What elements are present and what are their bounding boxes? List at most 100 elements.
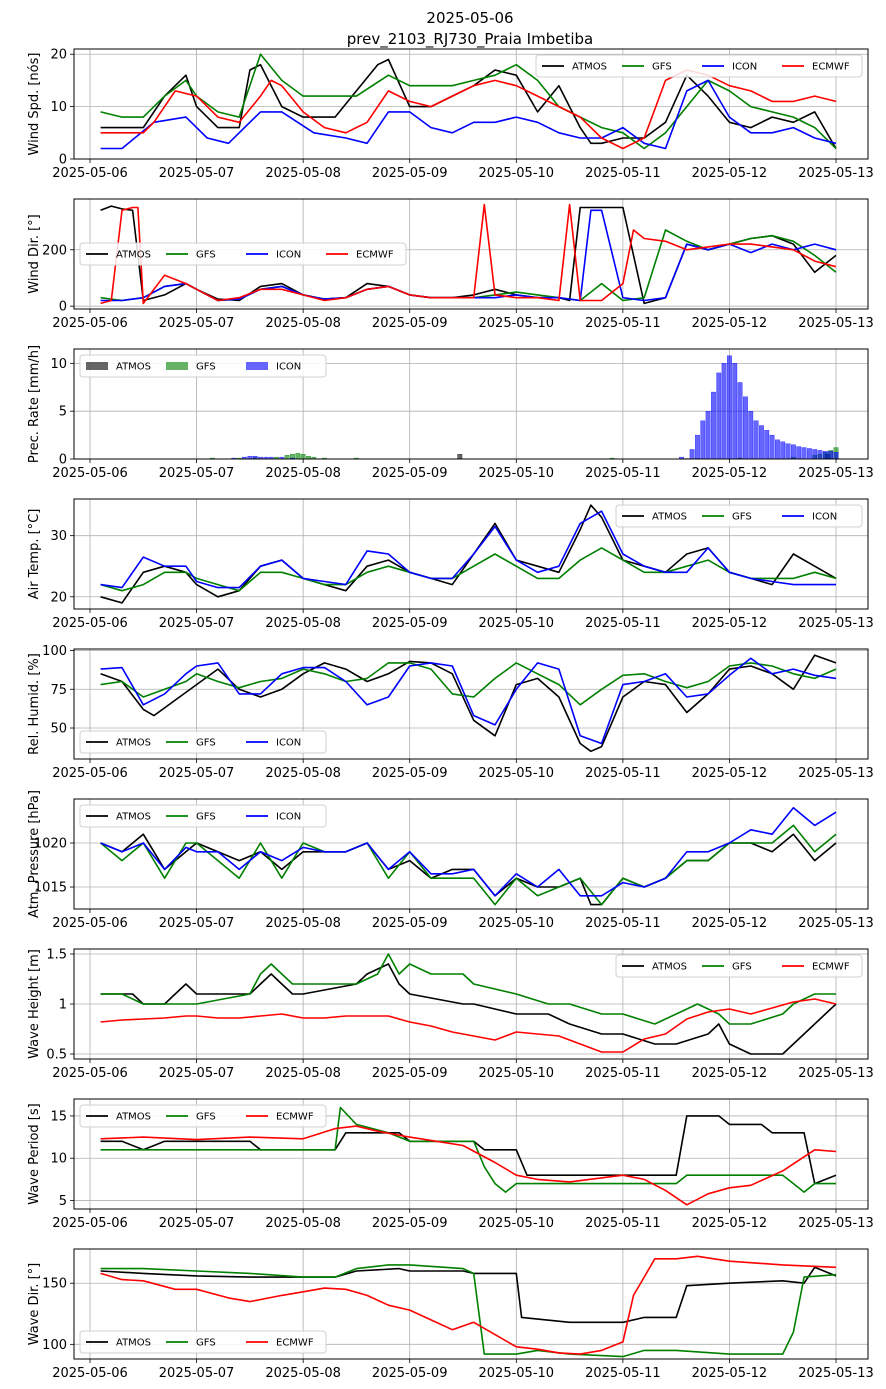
x-tick-label: 2025-05-06 [52,1216,128,1231]
y-tick-label: 1.5 [46,948,67,963]
x-tick-label: 2025-05-12 [692,166,768,181]
x-tick-label: 2025-05-11 [585,316,661,331]
y-tick-label: 1020 [34,837,67,852]
plot-frame [73,1098,869,1210]
series-line-icon [100,806,837,897]
legend-box [79,804,327,828]
legend: ATMOS GFS ICON ECMWF [79,242,407,266]
x-tick-label: 2025-05-08 [265,616,341,631]
y-axis-label: Wave Height [m] [27,949,42,1059]
y-tick-label: 100 [42,1338,67,1353]
series-line-ecmwf [100,1255,837,1355]
legend-label-atmos: ATMOS [652,512,687,523]
series-line-icon [100,510,836,589]
legend: ATMOS GFS ECMWF [615,954,863,978]
legend-box [79,242,407,266]
bar-icon [711,391,716,460]
bar-icon [705,411,711,460]
x-tick-label: 2025-05-08 [265,316,341,331]
legend-swatch-gfs [166,362,188,370]
bar-icon [748,411,754,460]
plot-frame [73,48,869,160]
y-axis-label: Wave Period [s] [27,1103,42,1204]
bar-icon [828,451,834,460]
legend-label-gfs: GFS [196,738,216,749]
plot-frame [73,798,869,910]
legend-label-icon: ICON [276,812,301,823]
y-tick-label: 0 [59,300,67,315]
x-tick-label: 2025-05-10 [479,766,555,781]
x-tick-label: 2025-05-10 [479,466,555,481]
x-tick-label: 2025-05-06 [52,1066,128,1081]
x-tick-label: 2025-05-13 [798,1216,874,1231]
plot-frame [73,1248,869,1360]
legend-box [615,954,863,978]
x-tick-label: 2025-05-11 [585,916,661,931]
legend-box [79,1104,327,1128]
x-tick-label: 2025-05-13 [798,1066,874,1081]
panel-9: 2025-05-06 2025-05-07 2025-05-08 2025-05-09… [27,1248,874,1381]
x-tick-label: 2025-05-11 [585,1366,661,1381]
x-tick-label: 2025-05-08 [265,916,341,931]
x-tick-label: 2025-05-08 [265,1366,341,1381]
legend-box [79,354,327,378]
x-tick-label: 2025-05-08 [265,1066,341,1081]
x-tick-label: 2025-05-11 [585,1066,661,1081]
x-tick-label: 2025-05-12 [692,466,768,481]
legend-label-atmos: ATMOS [652,962,687,973]
plot-frame [73,348,869,460]
bar-icon [801,447,807,460]
series-line-atmos [100,963,837,1055]
y-tick-label: 200 [42,243,67,258]
y-axis-label: Rel. Humid. [%] [27,653,42,755]
legend-swatch-icon [246,362,268,370]
legend-label-gfs: GFS [196,1338,216,1349]
panel-6: 2025-05-06 2025-05-07 2025-05-08 2025-05-09… [27,790,874,931]
x-tick-label: 2025-05-07 [159,616,235,631]
legend-label-icon: ICON [812,512,837,523]
legend-label-atmos: ATMOS [572,62,607,73]
bar-icon [732,363,738,460]
bar-icon [716,372,722,460]
series-line-gfs [100,1264,837,1358]
x-tick-label: 2025-05-09 [372,916,448,931]
x-tick-label: 2025-05-12 [692,766,768,781]
x-tick-label: 2025-05-10 [479,616,555,631]
y-tick-label: 10 [50,1152,67,1167]
x-tick-label: 2025-05-12 [692,1216,768,1231]
x-tick-label: 2025-05-09 [372,466,448,481]
legend-label-atmos: ATMOS [116,250,151,261]
legend-label-atmos: ATMOS [116,1112,151,1123]
y-tick-label: 20 [50,48,67,63]
y-tick-label: 1 [59,998,67,1013]
y-axis-label: Air Temp. [°C] [27,509,42,600]
x-tick-label: 2025-05-12 [692,1366,768,1381]
x-tick-label: 2025-05-06 [52,766,128,781]
y-tick-label: 1015 [34,881,67,896]
legend-label-gfs: GFS [732,512,752,523]
panel-8: 2025-05-06 2025-05-07 2025-05-08 2025-05-09… [27,1098,874,1231]
legend: ATMOS GFS ICON ECMWF [535,54,863,78]
x-tick-label: 2025-05-07 [159,766,235,781]
x-tick-label: 2025-05-10 [479,1366,555,1381]
x-tick-label: 2025-05-13 [798,616,874,631]
panel-4: 2025-05-06 2025-05-07 2025-05-08 2025-05-09… [27,498,874,631]
legend: ATMOS GFS ICON [79,730,327,754]
y-tick-label: 15 [50,1109,67,1124]
x-tick-label: 2025-05-12 [692,916,768,931]
series-line-gfs [100,547,837,592]
legend-label-ecmwf: ECMWF [276,1112,314,1123]
x-tick-label: 2025-05-09 [372,1066,448,1081]
x-tick-label: 2025-05-06 [52,916,128,931]
legend-box [615,504,863,528]
y-tick-label: 50 [50,722,67,737]
bar-icon [780,441,786,460]
plot-frame [73,498,869,610]
x-tick-label: 2025-05-13 [798,466,874,481]
legend-label-ecmwf: ECMWF [812,962,850,973]
bar-icon [743,396,748,460]
legend-box [79,1330,327,1354]
x-tick-label: 2025-05-13 [798,316,874,331]
x-tick-label: 2025-05-10 [479,166,555,181]
